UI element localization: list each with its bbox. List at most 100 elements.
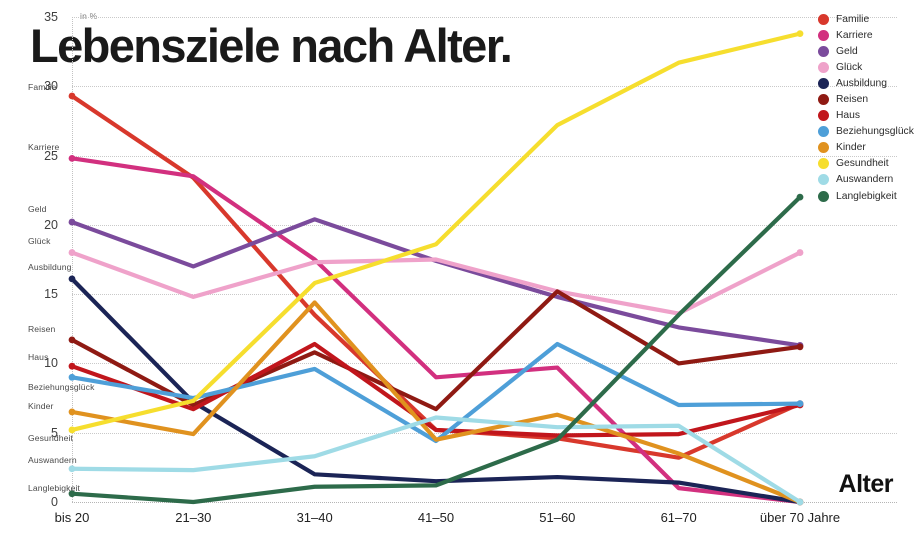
y-axis-tick-label: 5 bbox=[51, 425, 58, 440]
series-start-marker bbox=[68, 249, 76, 256]
legend-item-label: Langlebigkeit bbox=[836, 190, 897, 202]
gridline bbox=[72, 294, 897, 296]
series-line bbox=[69, 341, 803, 438]
series-end-marker bbox=[796, 193, 804, 201]
x-axis-tick-label: über 70 Jahre bbox=[759, 510, 841, 525]
series-inline-label: Karriere bbox=[28, 142, 60, 152]
series-start-marker bbox=[68, 490, 76, 498]
legend-item[interactable]: Haus bbox=[818, 109, 914, 122]
series-inline-label: Gesundheit bbox=[28, 433, 73, 443]
x-axis-tick-label: 21–30 bbox=[175, 510, 212, 525]
legend-item-label: Auswandern bbox=[836, 174, 894, 186]
y-axis-tick-label: 25 bbox=[44, 148, 58, 163]
series-inline-label: Geld bbox=[28, 204, 47, 214]
chart-legend: Familie Karriere Geld Glück Ausbildung Reisen… bbox=[818, 13, 914, 203]
series-inline-label: Ausbildung bbox=[28, 262, 72, 272]
series-line bbox=[69, 31, 803, 433]
legend-item[interactable]: Beziehungsglück bbox=[818, 125, 914, 138]
series-inline-label: Haus bbox=[28, 352, 49, 362]
legend-item[interactable]: Geld bbox=[818, 45, 914, 58]
x-axis-tick-label: 31–40 bbox=[296, 510, 333, 525]
y-axis-line bbox=[72, 17, 74, 502]
series-start-marker bbox=[68, 218, 76, 226]
legend-color-swatch-icon bbox=[818, 190, 829, 202]
legend-item[interactable]: Auswandern bbox=[818, 173, 914, 186]
series-line bbox=[69, 300, 803, 505]
series-start-marker bbox=[68, 92, 76, 100]
series-start-marker bbox=[68, 373, 76, 381]
legend-color-swatch-icon bbox=[818, 62, 829, 74]
series-inline-label: Auswandern bbox=[28, 455, 77, 465]
legend-item-label: Gesundheit bbox=[836, 158, 889, 170]
y-axis-tick-label: 30 bbox=[44, 79, 58, 94]
series-line bbox=[69, 195, 803, 505]
legend-item-label: Glück bbox=[836, 62, 863, 74]
series-end-marker bbox=[796, 400, 804, 408]
legend-item[interactable]: Gesundheit bbox=[818, 157, 914, 170]
legend-color-swatch-icon bbox=[818, 126, 829, 138]
legend-item[interactable]: Reisen bbox=[818, 93, 914, 106]
legend-item[interactable]: Karriere bbox=[818, 29, 914, 42]
x-axis-title: Alter bbox=[838, 470, 894, 498]
legend-item[interactable]: Langlebigkeit bbox=[818, 190, 914, 203]
series-inline-label: Glück bbox=[28, 236, 51, 246]
legend-item-label: Karriere bbox=[836, 30, 873, 42]
legend-item-label: Ausbildung bbox=[836, 78, 887, 90]
legend-item-label: Geld bbox=[836, 46, 858, 58]
legend-item[interactable]: Familie bbox=[818, 13, 914, 26]
y-axis-tick-label: 20 bbox=[44, 217, 58, 232]
legend-item[interactable]: Glück bbox=[818, 61, 914, 74]
legend-color-swatch-icon bbox=[818, 142, 829, 154]
legend-color-swatch-icon bbox=[818, 14, 829, 25]
legend-color-swatch-icon bbox=[818, 158, 829, 170]
y-axis-unit-label: in % bbox=[80, 11, 98, 21]
series-inline-label: Familie bbox=[28, 82, 57, 92]
series-end-marker bbox=[796, 343, 804, 351]
series-line bbox=[69, 289, 803, 412]
legend-item[interactable]: Ausbildung bbox=[818, 77, 914, 90]
series-line bbox=[69, 217, 803, 348]
series-start-marker bbox=[68, 275, 76, 283]
series-end-marker bbox=[796, 30, 804, 38]
y-axis-tick-label: 10 bbox=[44, 356, 58, 371]
series-inline-label: Langlebigkeit bbox=[28, 483, 80, 493]
series-inline-label: Reisen bbox=[28, 324, 56, 334]
x-axis-tick-label: 41–50 bbox=[417, 510, 455, 525]
series-start-marker bbox=[68, 362, 76, 370]
series-end-marker bbox=[796, 498, 804, 506]
gridline bbox=[72, 224, 897, 227]
legend-color-swatch-icon bbox=[818, 110, 829, 122]
legend-color-swatch-icon bbox=[818, 94, 829, 106]
legend-item-label: Reisen bbox=[836, 94, 869, 106]
series-start-marker bbox=[68, 465, 76, 473]
legend-item-label: Kinder bbox=[836, 142, 866, 154]
gridline bbox=[72, 86, 897, 88]
series-inline-label: Beziehungsglück bbox=[28, 382, 95, 392]
page-title: Lebensziele nach Alter. bbox=[30, 19, 513, 72]
series-start-marker bbox=[68, 336, 76, 344]
legend-item-label: Familie bbox=[836, 14, 870, 25]
x-axis-tick-label: 61–70 bbox=[660, 510, 697, 525]
gridline bbox=[72, 17, 897, 19]
series-start-marker bbox=[68, 408, 76, 416]
legend-item[interactable]: Kinder bbox=[818, 141, 914, 154]
legend-color-swatch-icon bbox=[818, 78, 829, 90]
series-line bbox=[69, 415, 803, 505]
legend-item-label: Haus bbox=[836, 110, 861, 122]
x-axis-tick-label: bis 20 bbox=[54, 510, 90, 525]
legend-color-swatch-icon bbox=[818, 174, 829, 186]
y-axis-tick-label: 15 bbox=[44, 287, 58, 302]
series-line bbox=[69, 156, 803, 505]
legend-color-swatch-icon bbox=[818, 46, 829, 58]
series-end-marker bbox=[796, 249, 804, 256]
x-axis-line bbox=[72, 502, 897, 504]
series-start-marker bbox=[68, 426, 76, 434]
y-axis-tick-label: 35 bbox=[44, 10, 58, 24]
x-axis-tick-label: 51–60 bbox=[539, 510, 576, 525]
y-axis-tick-label: 0 bbox=[51, 495, 58, 509]
legend-color-swatch-icon bbox=[818, 30, 829, 42]
legend-item-label: Beziehungsglück bbox=[836, 126, 914, 138]
gridline bbox=[72, 155, 897, 158]
